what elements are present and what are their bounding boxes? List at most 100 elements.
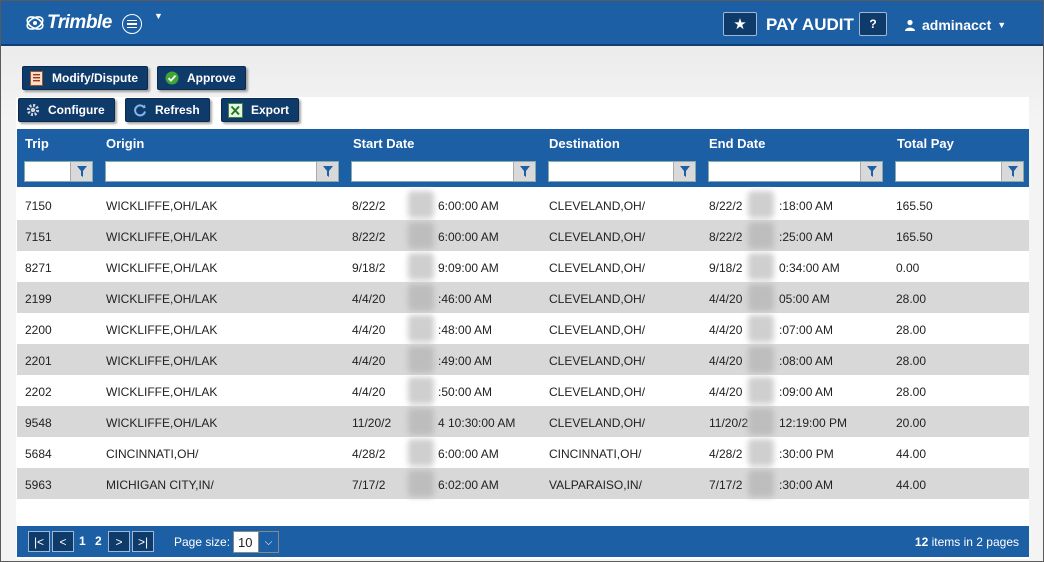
start-date-cell-time: 6:00:00 AM [438,230,499,244]
page-size-select[interactable]: 10 ⌵ [233,531,279,553]
start-date-cell-time: :46:00 AM [438,292,493,306]
table-row[interactable]: 2201 WICKLIFFE,OH/LAK 4/4/20:49:00 AM CLEVE… [17,344,1029,375]
refresh-button[interactable]: Refresh [125,98,210,122]
table-row[interactable]: 7151 WICKLIFFE,OH/LAK 8/22/2 6:00:00 AM CLEV… [17,220,1029,251]
redacted-region [748,222,774,249]
user-menu[interactable]: adminacct ▼ [904,17,1006,33]
pay-audit-grid: Trip Origin Start Date Destination End D… [17,129,1029,499]
start-date-cell-time: :49:00 AM [438,354,493,368]
redacted-region [748,377,774,404]
gear-icon [25,103,40,118]
destination-cell: CLEVELAND,OH/ [549,354,646,368]
redacted-region [408,191,434,218]
origin-cell: MICHIGAN CITY,IN/ [106,478,214,492]
refresh-label: Refresh [155,103,200,117]
last-page-button[interactable]: >| [132,531,154,552]
destination-cell: VALPARAISO,IN/ [549,478,642,492]
previous-page-button[interactable]: < [52,531,74,552]
start-date-cell-time: 9:09:00 AM [438,261,499,275]
end-date-cell-part: 4/4/20 [709,292,743,306]
page-number-1[interactable]: 1 [79,534,86,548]
table-row[interactable]: 7150 WICKLIFFE,OH/LAK 8/22/2 6:00:00 AM CLEV… [17,189,1029,220]
approve-button[interactable]: Approve [157,66,246,90]
menu-icon[interactable] [122,14,142,34]
trip-cell: 7150 [25,199,52,213]
end-date-cell-time: :18:00 AM [779,199,834,213]
configure-button[interactable]: Configure [18,98,115,122]
table-row[interactable]: 9548 WICKLIFFE,OH/LAK 11/20/2 4 10:30:00 AM… [17,406,1029,437]
start-date-cell-part: 11/20/2 [352,416,392,430]
column-header-total-pay[interactable]: Total Pay [897,136,954,151]
trip-cell: 2201 [25,354,52,368]
redacted-region [408,222,434,249]
chevron-down-icon[interactable]: ⌵ [258,532,278,552]
table-row[interactable]: 5963 MICHIGAN CITY,IN/7/17/2 6:02:00 AM VAL… [17,468,1029,499]
destination-cell: CLEVELAND,OH/ [549,199,646,213]
trip-filter-input[interactable] [25,162,70,181]
end-date-cell-part: 11/20/2 [709,416,749,430]
trip-cell: 2200 [25,323,52,337]
start-date-cell-part: 8/22/2 [352,230,386,244]
check-icon [164,71,179,86]
total-pay-filter-input[interactable] [896,162,1001,181]
table-row[interactable]: 2199 WICKLIFFE,OH/LAK 4/4/20:46:00 AM CLEVE… [17,282,1029,313]
start-date-filter-input[interactable] [352,162,513,181]
origin-cell: WICKLIFFE,OH/LAK [106,292,218,306]
end-date-cell-time: :07:00 AM [779,323,834,337]
export-button[interactable]: Export [221,98,300,122]
filter-icon[interactable] [513,162,535,181]
column-header-trip[interactable]: Trip [25,136,49,151]
total-pay-cell: 28.00 [896,292,927,306]
favorites-button[interactable]: ★ [723,12,757,36]
start-date-cell-part: 9/18/2 [352,261,386,275]
start-date-cell-time: :48:00 AM [438,323,493,337]
first-page-button[interactable]: |< [28,531,50,552]
destination-cell: CLEVELAND,OH/ [549,385,646,399]
redacted-region [408,408,434,435]
trip-filter [24,161,93,182]
origin-cell: WICKLIFFE,OH/LAK [106,230,218,244]
table-row[interactable]: 5684 CINCINNATI,OH/4/28/2 6:00:00 AM CINCIN… [17,437,1029,468]
page-number-2[interactable]: 2 [95,534,102,548]
column-header-end-date[interactable]: End Date [709,136,766,151]
user-icon [905,19,915,31]
start-date-cell-time: 6:00:00 AM [438,199,499,213]
filter-icon[interactable] [673,162,695,181]
origin-cell: WICKLIFFE,OH/LAK [106,416,218,430]
table-row[interactable]: 2200 WICKLIFFE,OH/LAK 4/4/20:48:00 AM CLEVE… [17,313,1029,344]
end-date-cell-time: :25:00 AM [779,230,834,244]
modify-dispute-button[interactable]: Modify/Dispute [22,66,148,90]
column-header-origin[interactable]: Origin [106,136,145,151]
trip-cell: 2202 [25,385,52,399]
end-date-cell-time: 05:00 AM [779,292,830,306]
redacted-region [748,315,774,342]
trimble-logo[interactable]: Trimble [25,10,112,36]
trimble-logo-icon [26,16,44,30]
filter-icon[interactable] [316,162,338,181]
destination-filter-input[interactable] [549,162,673,181]
filter-icon[interactable] [860,162,882,181]
origin-filter-input[interactable] [106,162,316,181]
help-button[interactable]: ? [859,12,887,36]
table-row[interactable]: 2202 WICKLIFFE,OH/LAK 4/4/20:50:00 AM CLEVE… [17,375,1029,406]
chevron-down-icon[interactable]: ▼ [154,11,163,21]
start-date-cell-time: 6:00:00 AM [438,447,499,461]
end-date-filter-input[interactable] [709,162,860,181]
next-page-button[interactable]: > [108,531,130,552]
column-header-start-date[interactable]: Start Date [353,136,415,151]
end-date-cell-part: 8/22/2 [709,230,743,244]
table-row[interactable]: 8271 WICKLIFFE,OH/LAK 9/18/2 9:09:00 AM CLEV… [17,251,1029,282]
redacted-region [408,284,434,311]
total-pay-cell: 28.00 [896,323,927,337]
trip-cell: 7151 [25,230,52,244]
trip-cell: 9548 [25,416,52,430]
filter-icon[interactable] [70,162,92,181]
end-date-cell-time: :30:00 AM [779,478,834,492]
end-date-cell-part: 4/28/2 [709,447,743,461]
redacted-region [408,377,434,404]
column-header-destination[interactable]: Destination [549,136,620,151]
filter-icon[interactable] [1001,162,1023,181]
end-date-cell-part: 4/4/20 [709,385,743,399]
start-date-cell-part: 7/17/2 [352,478,386,492]
